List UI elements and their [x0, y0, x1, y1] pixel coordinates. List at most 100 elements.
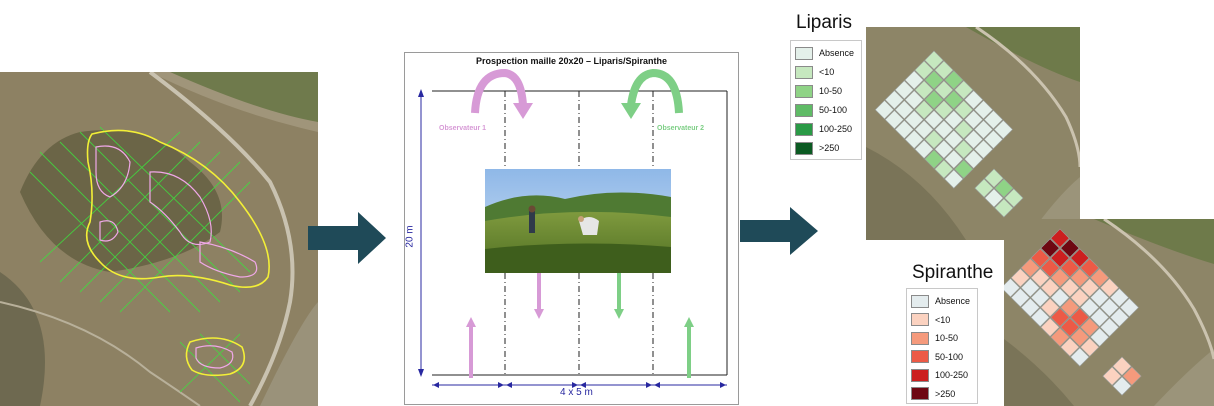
- legend-swatch: [795, 122, 813, 136]
- grid-cell: [914, 119, 934, 140]
- grid-cell: [1030, 268, 1050, 288]
- grid-cell: [1060, 297, 1080, 318]
- grid-cell: [924, 109, 944, 130]
- grid-cell: [1050, 307, 1070, 328]
- grid-cell: [974, 178, 994, 198]
- grid-cell: [954, 119, 974, 140]
- legend-row: 50-100: [911, 349, 963, 365]
- grid-cell: [1080, 337, 1100, 357]
- grid-cell: [924, 90, 944, 110]
- grid-cell: [1099, 278, 1120, 298]
- grid-cell: [1030, 307, 1050, 328]
- grid-cell: [1060, 317, 1080, 337]
- legend-row: 50-100: [795, 102, 847, 118]
- grid-cell: [944, 109, 964, 130]
- grid-cell: [1102, 366, 1122, 386]
- grid-cell: [994, 198, 1014, 218]
- legend-row: 10-50: [795, 83, 842, 99]
- legend-swatch: [911, 331, 929, 345]
- grid-cell: [954, 139, 974, 159]
- grid-cell: [963, 149, 984, 169]
- grid-cell: [1010, 287, 1031, 308]
- grid-cell: [1060, 278, 1080, 298]
- grid-cell: [1060, 238, 1080, 258]
- grid-cell: [1109, 287, 1130, 308]
- legend-swatch: [911, 368, 929, 382]
- spiranthe-result-map: [1004, 219, 1214, 406]
- grid-cell: [944, 90, 964, 110]
- legend-row: >250: [795, 140, 839, 156]
- grid-cell: [944, 70, 964, 90]
- grid-cell: [993, 119, 1013, 140]
- grid-cell: [1080, 297, 1100, 318]
- grid-cell: [904, 90, 924, 110]
- legend-row: Absence: [911, 293, 970, 309]
- legend-label: <10: [819, 67, 835, 77]
- grid-cell: [1030, 248, 1050, 268]
- legend-label: 50-100: [819, 105, 848, 115]
- observer-1-label: Observateur 1: [439, 125, 487, 132]
- grid-cell: [914, 80, 934, 100]
- grid-cell: [1112, 376, 1132, 396]
- width-dimension-label: 4 x 5 m: [560, 387, 593, 398]
- grid-cell: [904, 129, 924, 150]
- legend-swatch: [795, 65, 813, 79]
- grid-cell: [884, 109, 905, 130]
- field-survey-photo: [485, 169, 671, 273]
- flow-arrow-1: [308, 212, 386, 264]
- liparis-legend: Absence <10 10-50 50-100 100-250 >250: [790, 40, 862, 160]
- grid-cell: [963, 129, 984, 150]
- grid-cell: [1050, 268, 1070, 288]
- grid-cell: [983, 109, 1004, 130]
- legend-label: Absence: [935, 296, 971, 306]
- grid-cell: [904, 109, 924, 130]
- height-dimension-label: 20 m: [404, 225, 416, 248]
- grid-cell: [1109, 307, 1130, 328]
- grid-cell: [1030, 287, 1050, 308]
- grid-cell: [1060, 337, 1080, 357]
- grid-cell: [1004, 278, 1021, 298]
- legend-swatch: [911, 350, 929, 363]
- grid-cell: [1070, 268, 1090, 288]
- grid-cell: [954, 80, 974, 100]
- grid-cell: [1050, 327, 1070, 347]
- grid-cell: [894, 100, 914, 120]
- grid-cell: [924, 70, 944, 90]
- spiranthe-map-drawing: [1004, 219, 1214, 406]
- grid-cell: [904, 70, 924, 90]
- grid-cell: [914, 100, 934, 120]
- grid-cell: [1080, 317, 1100, 337]
- observer-2-label: Observateur 2: [657, 125, 705, 132]
- liparis-result-map: [866, 27, 1080, 240]
- legend-swatch: [795, 103, 813, 117]
- grid-cell: [1070, 287, 1090, 308]
- grid-cell: [984, 188, 1004, 208]
- legend-swatch: [911, 313, 929, 326]
- grid-cell: [944, 129, 964, 150]
- grid-cell: [963, 109, 984, 130]
- spiranthe-legend: Absence <10 10-50 50-100 100-250 >250: [906, 288, 978, 404]
- grid-cell: [934, 60, 954, 80]
- grid-cell: [1020, 297, 1040, 318]
- grid-cell: [1080, 278, 1100, 298]
- liparis-map-drawing: [866, 27, 1080, 240]
- legend-label: 100-250: [819, 124, 853, 134]
- legend-label: >250: [935, 388, 956, 399]
- grid-cell: [884, 90, 905, 110]
- grid-cell: [934, 100, 954, 120]
- grid-cell: [1070, 347, 1090, 367]
- grid-cell: [973, 139, 994, 159]
- protocol-lines: [418, 68, 728, 388]
- grid-cell: [894, 119, 914, 140]
- legend-row: <10: [795, 64, 834, 80]
- grid-cell: [1050, 228, 1070, 248]
- legend-row: 100-250: [795, 121, 852, 137]
- grid-cell: [1089, 268, 1110, 288]
- diagram-title: Prospection maille 20x20 – Liparis/Spira…: [475, 56, 668, 66]
- grid-cell: [934, 139, 954, 159]
- flow-arrow-2: [740, 207, 818, 255]
- grid-cell: [944, 169, 964, 189]
- grid-cell: [934, 119, 954, 140]
- legend-row: <10: [911, 312, 950, 328]
- grid-cell: [1040, 238, 1060, 258]
